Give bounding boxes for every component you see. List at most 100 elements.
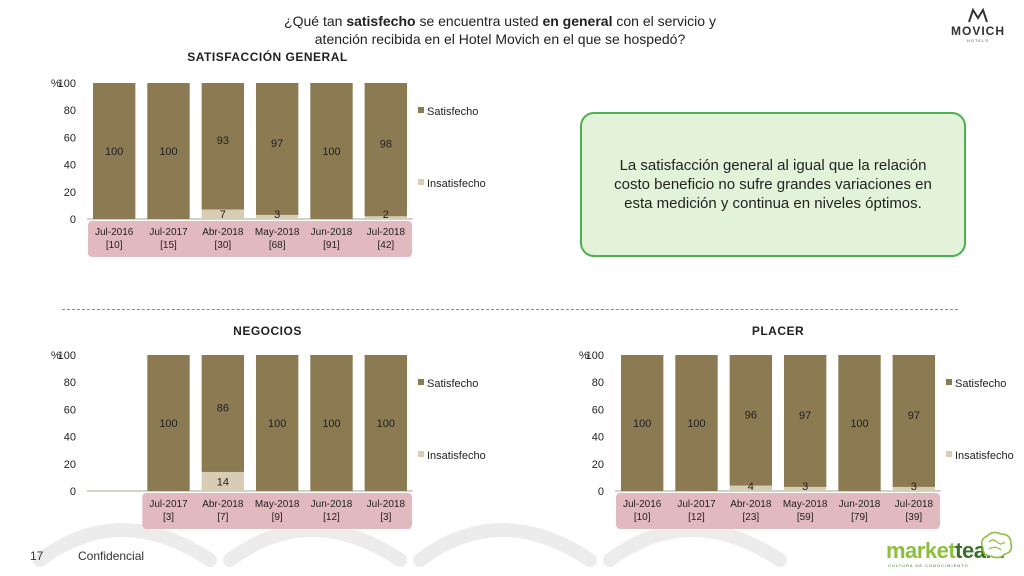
- bar-satisfecho: [892, 355, 936, 487]
- x-tick-label: Jul-2017: [149, 227, 188, 238]
- data-label-satisfecho: 100: [687, 418, 705, 430]
- legend-label-insatisfecho: Insatisfecho: [427, 178, 486, 190]
- data-label-insatisfecho: 14: [217, 476, 229, 488]
- bar-satisfecho: [201, 355, 245, 472]
- data-label-satisfecho: 100: [268, 418, 286, 430]
- y-tick-label: 20: [64, 187, 76, 199]
- y-tick-label: 100: [586, 350, 604, 362]
- chart-satisfaccion-general: SATISFACCIÓN GENERAL % 0 20 40 60 80 100 100 Jul…: [40, 46, 550, 261]
- x-tick-label: May-2018: [255, 499, 300, 510]
- x-tick-label: May-2018: [783, 499, 828, 510]
- data-label-satisfecho: 100: [322, 146, 340, 158]
- bar-satisfecho: [310, 83, 353, 219]
- movich-logo: MOVICH HOTELS: [938, 8, 1018, 48]
- data-label-insatisfecho: 3: [802, 481, 808, 493]
- x-tick-label: Abr-2018: [202, 499, 244, 510]
- data-label-satisfecho: 97: [908, 410, 920, 422]
- bar-satisfecho: [201, 83, 245, 210]
- data-label-satisfecho: 100: [159, 146, 177, 158]
- legend-swatch-insatisfecho: [418, 451, 424, 457]
- x-base-label: [7]: [217, 512, 228, 523]
- chart-canvas: % 0 20 40 60 80 100 100 Jul-2016 [10] 100 Jul-2017 […: [51, 78, 486, 257]
- y-tick-label: 40: [64, 160, 76, 172]
- y-axis-label: %: [51, 78, 61, 90]
- bar-satisfecho: [147, 355, 190, 491]
- bar-satisfecho: [255, 355, 299, 491]
- data-label-satisfecho: 96: [745, 409, 757, 421]
- bar-satisfecho: [147, 83, 190, 219]
- bar-insatisfecho: [729, 485, 773, 491]
- bar-satisfecho: [92, 83, 136, 219]
- chart-canvas: % 0 20 40 60 80 100 100 Jul-2017 [3] 86 14 Abr-2018 […: [51, 350, 486, 529]
- x-tick-label: Jul-2017: [149, 499, 188, 510]
- bar-insatisfecho: [255, 214, 299, 219]
- brand-sub: HOTELS: [966, 38, 989, 43]
- brand-name: MOVICH: [951, 24, 1005, 38]
- data-label-satisfecho: 86: [217, 402, 229, 414]
- y-axis-label: %: [579, 350, 589, 362]
- legend-label-satisfecho: Satisfecho: [427, 378, 478, 390]
- marketteam-tagline: CULTURA DE CONOCIMIENTO: [888, 563, 969, 568]
- legend-swatch-satisfecho: [946, 379, 952, 385]
- x-axis-band: [616, 493, 940, 529]
- chart-canvas: % 0 20 40 60 80 100 100 Jul-2016 [10] 100 Jul-2017 […: [579, 350, 1014, 529]
- data-label-satisfecho: 100: [159, 418, 177, 430]
- survey-question: ¿Qué tan satisfecho se encuentra usted e…: [200, 12, 800, 48]
- y-tick-label: 60: [64, 132, 76, 144]
- legend-swatch-insatisfecho: [418, 179, 424, 185]
- bar-satisfecho: [783, 355, 827, 487]
- marketteam-logo: marketteam CULTURA DE CONOCIMIENTO: [882, 530, 1017, 574]
- x-tick-label: Jul-2018: [367, 499, 406, 510]
- data-label-satisfecho: 98: [380, 139, 392, 151]
- data-label-satisfecho: 97: [271, 138, 283, 150]
- y-axis-label: %: [51, 350, 61, 362]
- question-part: ¿Qué tan: [284, 13, 347, 29]
- question-line-2: atención recibida en el Hotel Movich en …: [314, 31, 686, 47]
- x-tick-label: Abr-2018: [202, 227, 244, 238]
- chart-negocios: NEGOCIOS % 0 20 40 60 80 100 100 Jul-2017 [3] 86 14…: [40, 318, 550, 533]
- x-tick-label: Jul-2016: [95, 227, 134, 238]
- question-part-bold: en general: [542, 13, 613, 29]
- question-line-1: ¿Qué tan satisfecho se encuentra usted e…: [200, 12, 800, 30]
- x-base-label: [10]: [634, 512, 651, 523]
- bar-satisfecho: [729, 355, 773, 486]
- x-base-label: [68]: [269, 240, 286, 251]
- y-tick-label: 0: [70, 486, 76, 498]
- y-tick-label: 40: [592, 432, 604, 444]
- data-label-satisfecho: 100: [105, 146, 123, 158]
- data-label-satisfecho: 97: [799, 410, 811, 422]
- data-label-satisfecho: 93: [217, 135, 229, 147]
- x-tick-label: Jul-2018: [895, 499, 934, 510]
- data-label-insatisfecho: 4: [748, 481, 754, 493]
- x-base-label: [59]: [797, 512, 814, 523]
- y-tick-label: 20: [64, 459, 76, 471]
- confidential-label: Confidencial: [78, 549, 145, 563]
- y-tick-label: 80: [64, 105, 76, 117]
- logo-word-market: market: [886, 538, 956, 563]
- bar-satisfecho: [675, 355, 718, 491]
- data-label-satisfecho: 100: [633, 418, 651, 430]
- data-label-insatisfecho: 3: [274, 209, 280, 221]
- bar-satisfecho: [310, 355, 353, 491]
- legend-label-insatisfecho: Insatisfecho: [955, 450, 1014, 462]
- bar-satisfecho: [838, 355, 881, 491]
- x-tick-label: May-2018: [255, 227, 300, 238]
- chart-title: SATISFACCIÓN GENERAL: [187, 50, 348, 64]
- legend-swatch-satisfecho: [418, 107, 424, 113]
- x-axis-band: [142, 493, 412, 529]
- data-label-insatisfecho: 3: [911, 481, 917, 493]
- x-tick-label: Jun-2018: [311, 499, 353, 510]
- bar-satisfecho: [364, 355, 408, 491]
- y-tick-label: 0: [598, 486, 604, 498]
- y-tick-label: 0: [70, 214, 76, 226]
- bar-satisfecho: [620, 355, 664, 491]
- x-base-label: [12]: [688, 512, 705, 523]
- summary-note: La satisfacción general al igual que la …: [580, 112, 966, 257]
- brain-icon: [980, 531, 1013, 559]
- page-number: 17: [30, 549, 44, 563]
- x-tick-label: Jul-2017: [677, 499, 716, 510]
- data-label-satisfecho: 100: [322, 418, 340, 430]
- data-label-satisfecho: 100: [377, 418, 395, 430]
- chart-title: NEGOCIOS: [233, 324, 302, 338]
